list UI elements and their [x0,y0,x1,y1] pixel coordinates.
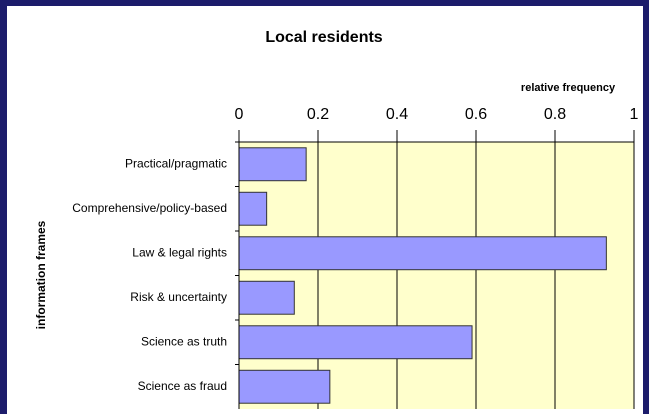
bar [238,236,607,271]
plot-area [239,142,634,409]
x-tick-label: 0.8 [544,106,566,123]
bar [238,369,331,404]
x-tick-label: 1 [630,106,639,123]
y-tick-label: Comprehensive/policy-based [72,201,227,215]
y-tick-label: Law & legal rights [132,245,227,259]
bar [238,147,307,182]
chart-title: Local residents [265,29,382,46]
x-tick-label: 0.6 [465,106,487,123]
x-tick-label: 0.2 [307,106,329,123]
y-tick-label: Risk & uncertainty [130,290,227,304]
y-tick-label: Science as truth [141,334,227,348]
y-tick-label: Science as fraud [138,379,227,393]
bar [238,191,268,226]
bar [238,280,295,315]
x-tick-label: 0.4 [386,106,408,123]
x-tick-label: 0 [235,106,244,123]
y-tick-label: Practical/pragmatic [125,156,227,170]
y-axis-title: information frames [34,220,48,329]
bar [238,325,473,360]
x-axis-title: relative frequency [521,82,616,94]
